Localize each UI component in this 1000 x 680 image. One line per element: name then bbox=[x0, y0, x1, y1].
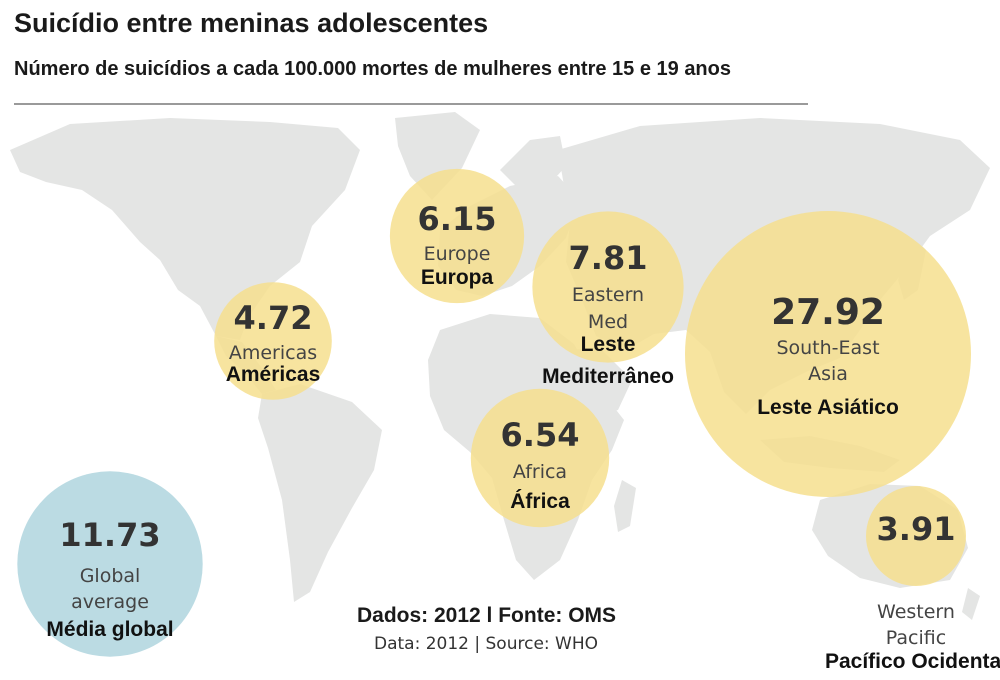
bubble-circle bbox=[866, 486, 966, 586]
title-divider bbox=[14, 103, 808, 105]
bubble-value-label: 27.92 bbox=[771, 292, 885, 333]
bubble-region-name-en: Europe bbox=[424, 243, 491, 265]
bubble-value-label: 6.54 bbox=[501, 416, 580, 454]
bubble-value-label: 3.91 bbox=[877, 510, 956, 548]
land-new-zealand bbox=[962, 588, 980, 620]
land-scandinavia bbox=[500, 136, 566, 190]
bubble-region-name-pt: Média global bbox=[46, 618, 173, 641]
bubble-region-name-pt: Mediterrâneo bbox=[542, 365, 674, 388]
bubble-6: 11.73 Global average Média global bbox=[17, 471, 203, 657]
bubble-4: 6.54 Africa África bbox=[470, 388, 610, 528]
bubble-circle bbox=[214, 282, 332, 400]
bubble-circle bbox=[470, 388, 610, 528]
bubble-circle bbox=[685, 211, 971, 497]
bubble-region-name-pt: África bbox=[510, 490, 570, 513]
land-north-america bbox=[10, 118, 360, 340]
bubble-circle bbox=[532, 211, 684, 363]
bubble-region-name-en: Med bbox=[588, 311, 628, 333]
bubble-region-name-en: Global bbox=[80, 565, 141, 587]
land-south-america bbox=[258, 384, 382, 602]
bubble-region-name-en: Africa bbox=[513, 461, 567, 483]
source-label-pt: Dados: 2012 l Fonte: OMS bbox=[357, 604, 617, 627]
bubble-region-name-pt: Europa bbox=[421, 266, 494, 289]
bubble-region-name-pt: Américas bbox=[226, 363, 321, 386]
bubble-region-name-pt: Leste bbox=[581, 333, 636, 356]
bubble-region-name-en: Pacific bbox=[886, 627, 946, 649]
bubble-region-name-en: South-East bbox=[776, 337, 879, 359]
bubble-value-label: 4.72 bbox=[234, 299, 313, 337]
bubble-circle bbox=[389, 168, 525, 304]
bubble-region-name-en: Western bbox=[877, 601, 955, 623]
bubble-value-label: 7.81 bbox=[569, 239, 648, 277]
bubble-region-name-en: average bbox=[71, 591, 149, 613]
chart-subtitle: Número de suicídios a cada 100.000 morte… bbox=[14, 58, 731, 80]
source-label-en: Data: 2012 | Source: WHO bbox=[374, 634, 599, 654]
bubble-region-name-pt: Leste Asiático bbox=[757, 396, 899, 419]
land-madagascar bbox=[614, 480, 636, 532]
chart-title: Suicídio entre meninas adolescentes bbox=[14, 8, 489, 38]
bubble-region-name-en: Americas bbox=[229, 342, 317, 364]
bubble-circle bbox=[17, 471, 203, 657]
bubble-3: 27.92 South-East Asia Leste Asiático bbox=[685, 211, 971, 497]
bubble-region-name-en: Eastern bbox=[572, 284, 644, 306]
bubble-region-name-en: Asia bbox=[808, 363, 848, 385]
land-greenland bbox=[395, 112, 480, 200]
bubble-region-name-pt: Pacífico Ocidental bbox=[825, 650, 1000, 673]
bubble-value-label: 6.15 bbox=[418, 200, 497, 238]
bubble-value-label: 11.73 bbox=[59, 516, 160, 554]
